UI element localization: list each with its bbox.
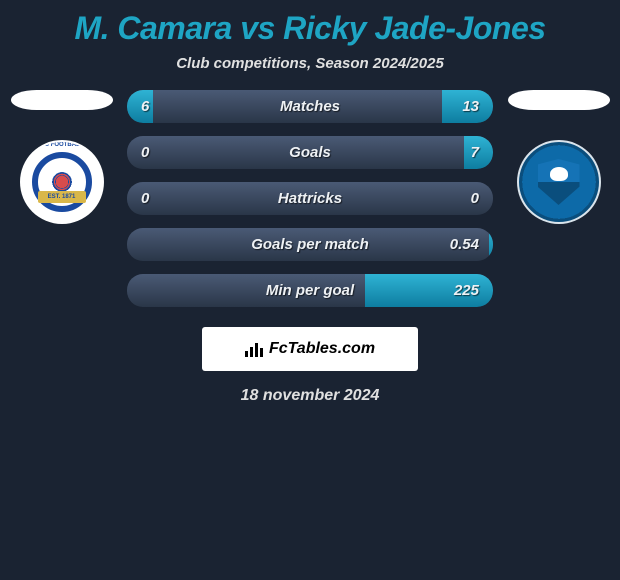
stat-row: 225Min per goal — [127, 274, 493, 307]
crest-ribbon: EST. 1871 — [38, 191, 86, 203]
club-crest-right — [517, 140, 601, 224]
stat-bars: 613Matches 07Goals 00Hattricks 0.54Goals pe… — [127, 90, 493, 307]
subtitle: Club competitions, Season 2024/2025 — [0, 55, 620, 72]
stat-bar: 0.54Goals per match — [127, 228, 493, 261]
stat-label: Goals per match — [127, 236, 493, 253]
club-crest-left: READING FOOTBALL CLUB EST. 1871 — [20, 140, 104, 224]
comparison-card: M. Camara vs Ricky Jade-Jones Club compe… — [0, 0, 620, 405]
stat-row: 07Goals — [127, 136, 493, 169]
right-player-column — [501, 90, 616, 224]
stat-label: Min per goal — [127, 282, 493, 299]
left-player-column: READING FOOTBALL CLUB EST. 1871 — [4, 90, 119, 224]
flag-icon — [508, 90, 610, 110]
stat-label: Goals — [127, 144, 493, 161]
stat-label: Matches — [127, 98, 493, 115]
stat-bar: 613Matches — [127, 90, 493, 123]
source-badge: FcTables.com — [202, 327, 418, 371]
stat-bar: 00Hattricks — [127, 182, 493, 215]
stat-row: 613Matches — [127, 90, 493, 123]
flag-icon — [11, 90, 113, 110]
crest-text: READING FOOTBALL CLUB — [21, 142, 101, 148]
date-text: 18 november 2024 — [0, 387, 620, 405]
stat-bar: 225Min per goal — [127, 274, 493, 307]
stat-label: Hattricks — [127, 190, 493, 207]
shield-icon — [538, 159, 580, 205]
comparison-row: READING FOOTBALL CLUB EST. 1871 613Match… — [0, 90, 620, 307]
stat-row: 0.54Goals per match — [127, 228, 493, 261]
stat-row: 00Hattricks — [127, 182, 493, 215]
stat-bar: 07Goals — [127, 136, 493, 169]
page-title: M. Camara vs Ricky Jade-Jones — [0, 6, 620, 55]
chart-icon — [245, 341, 263, 357]
source-text: FcTables.com — [269, 340, 375, 358]
